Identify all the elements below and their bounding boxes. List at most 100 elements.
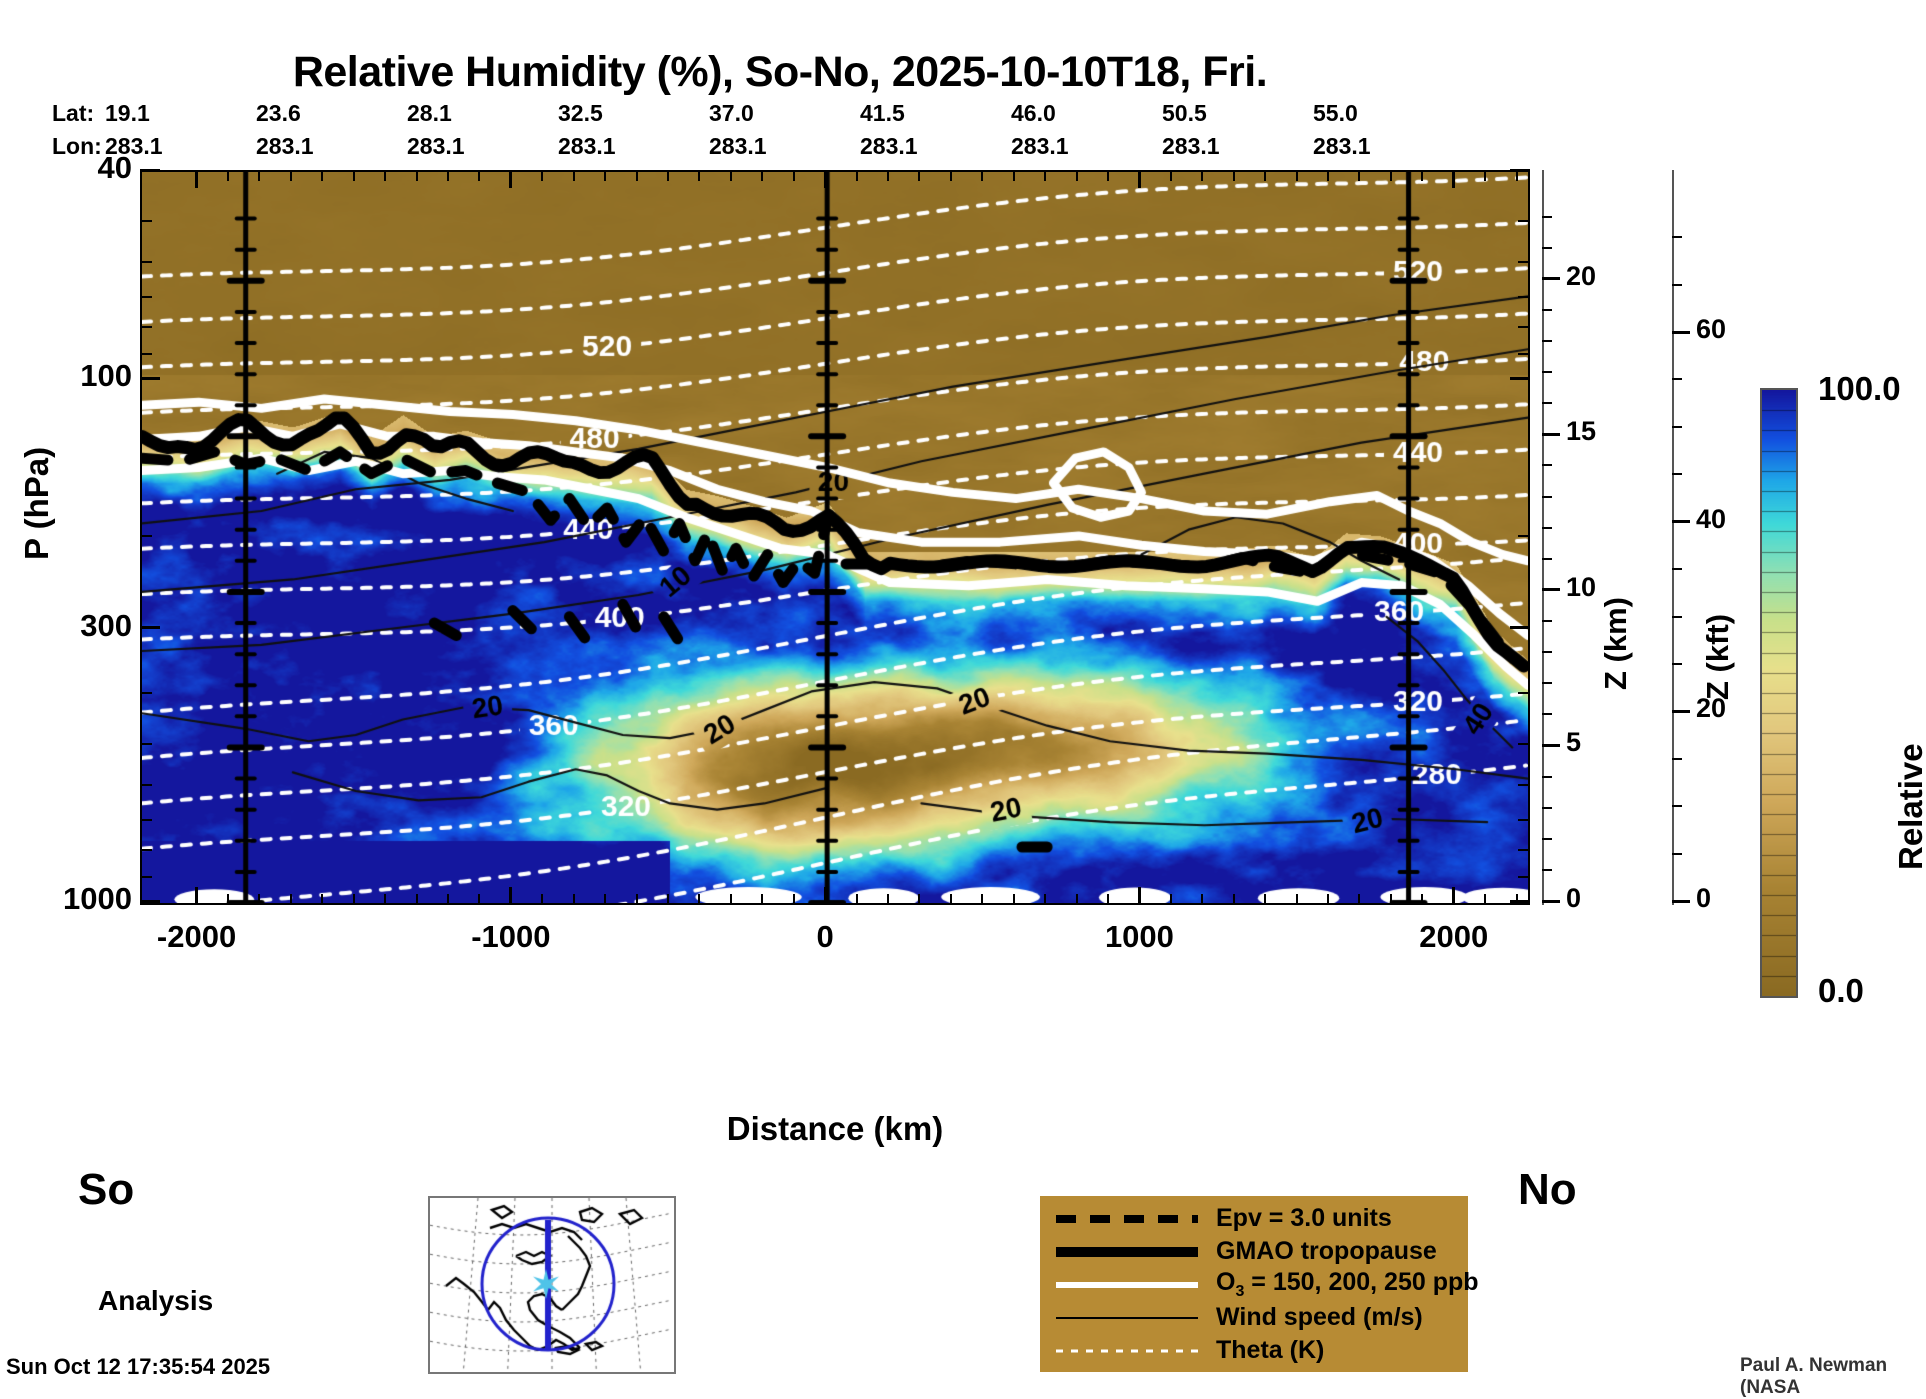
x-minor-tick xyxy=(604,894,606,905)
x-minor-tick-top xyxy=(1390,170,1392,181)
y-major-tick xyxy=(140,169,160,172)
lat-value: 32.5 xyxy=(558,100,603,127)
colorbar[interactable] xyxy=(1760,388,1798,998)
lon-value: 283.1 xyxy=(407,133,465,160)
x-minor-tick xyxy=(698,894,700,905)
z-kft-major-tick xyxy=(1672,520,1690,523)
x-minor-tick xyxy=(1076,894,1078,905)
x-axis-label: Distance (km) xyxy=(140,1110,1530,1148)
y-minor-tick xyxy=(140,261,152,263)
x-minor-tick xyxy=(1201,894,1203,905)
x-minor-tick-top xyxy=(1201,170,1203,181)
z-km-minor-tick xyxy=(1542,496,1552,498)
x-minor-tick-top xyxy=(1327,170,1329,181)
y-axis-label: P (hPa) xyxy=(18,447,56,560)
cross-section-plot[interactable] xyxy=(140,170,1530,905)
x-minor-tick-top xyxy=(667,170,669,181)
north-end-label: No xyxy=(1518,1165,1577,1215)
z-km-minor-tick xyxy=(1542,776,1552,778)
x-minor-tick-top xyxy=(1044,170,1046,181)
inset-locator-map[interactable] xyxy=(428,1196,676,1374)
legend-label-wind: Wind speed (m/s) xyxy=(1216,1303,1423,1332)
lat-value: 28.1 xyxy=(407,100,452,127)
lat-label: Lat: xyxy=(52,100,94,127)
lat-value: 23.6 xyxy=(256,100,301,127)
z-kft-minor-tick xyxy=(1672,236,1682,238)
x-minor-tick xyxy=(541,894,543,905)
z-km-minor-tick xyxy=(1542,713,1552,715)
x-minor-tick xyxy=(478,894,480,905)
z-km-minor-tick xyxy=(1542,558,1552,560)
z-kft-tick-label: 40 xyxy=(1696,504,1726,535)
z-kft-minor-tick xyxy=(1672,758,1682,760)
lat-value: 55.0 xyxy=(1313,100,1358,127)
x-minor-tick xyxy=(1516,894,1518,905)
y-minor-tick xyxy=(140,876,152,878)
y-tick-label: 40 xyxy=(48,150,132,186)
x-minor-tick-top xyxy=(227,170,229,181)
z-km-minor-tick xyxy=(1542,340,1552,342)
x-tick-label: 1000 xyxy=(1061,919,1217,955)
x-minor-tick-top xyxy=(384,170,386,181)
x-minor-tick-top xyxy=(1421,170,1423,181)
z-kft-minor-tick xyxy=(1672,378,1682,380)
lat-value: 50.5 xyxy=(1162,100,1207,127)
x-minor-tick-top xyxy=(950,170,952,181)
x-minor-tick-top xyxy=(447,170,449,181)
y-minor-tick-right xyxy=(1518,296,1530,298)
y-minor-tick xyxy=(140,743,152,745)
contour-overlays xyxy=(142,172,1528,903)
x-minor-tick-top xyxy=(541,170,543,181)
x-minor-tick-top xyxy=(698,170,700,181)
x-minor-tick xyxy=(1327,894,1329,905)
x-minor-tick xyxy=(416,894,418,905)
y-minor-tick xyxy=(140,849,152,851)
x-minor-tick xyxy=(1044,894,1046,905)
lon-value: 283.1 xyxy=(709,133,767,160)
x-minor-tick-top xyxy=(636,170,638,181)
x-minor-tick xyxy=(1233,894,1235,905)
z-kft-major-tick xyxy=(1672,900,1690,903)
z-kft-minor-tick xyxy=(1672,568,1682,570)
x-minor-tick xyxy=(227,894,229,905)
y-minor-tick-right xyxy=(1518,784,1530,786)
z-km-minor-tick xyxy=(1542,682,1552,684)
y-minor-tick xyxy=(140,692,152,694)
timestamp: Sun Oct 12 17:35:54 2025 xyxy=(6,1354,270,1380)
x-minor-tick-top xyxy=(1013,170,1015,181)
z-km-minor-tick xyxy=(1542,869,1552,871)
z-km-axis-label: Z (km) xyxy=(1598,597,1634,690)
y-minor-tick xyxy=(140,784,152,786)
y-minor-tick xyxy=(140,819,152,821)
x-minor-tick-top xyxy=(1484,170,1486,181)
z-kft-minor-tick xyxy=(1672,426,1682,428)
z-km-tick-label: 20 xyxy=(1566,261,1596,292)
inset-map-canvas xyxy=(430,1198,674,1372)
y-minor-tick-right xyxy=(1518,353,1530,355)
x-minor-tick xyxy=(950,894,952,905)
y-tick-label: 100 xyxy=(48,358,132,394)
x-minor-tick-top xyxy=(761,170,763,181)
z-km-tick-label: 10 xyxy=(1566,572,1596,603)
x-minor-tick xyxy=(1170,894,1172,905)
lat-value: 46.0 xyxy=(1011,100,1056,127)
z-km-minor-tick xyxy=(1542,464,1552,466)
z-km-minor-tick xyxy=(1542,527,1552,529)
legend-label-ozone: O3 = 150, 200, 250 ppb xyxy=(1216,1268,1479,1301)
y-tick-label: 300 xyxy=(48,608,132,644)
z-kft-major-tick xyxy=(1672,710,1690,713)
analysis-label: Analysis xyxy=(98,1285,213,1317)
ozone-rest: = 150, 200, 250 ppb xyxy=(1244,1268,1478,1296)
x-minor-tick-top xyxy=(1264,170,1266,181)
z-kft-axis-label: Z (kft) xyxy=(1700,614,1736,700)
lat-value: 37.0 xyxy=(709,100,754,127)
x-minor-tick xyxy=(447,894,449,905)
x-minor-tick-top xyxy=(856,170,858,181)
z-km-minor-tick xyxy=(1542,309,1552,311)
x-major-tick xyxy=(1138,887,1141,905)
z-kft-spine xyxy=(1672,170,1674,905)
x-minor-tick xyxy=(887,894,889,905)
x-tick-label: 0 xyxy=(747,919,903,955)
x-minor-tick-top xyxy=(1233,170,1235,181)
epv-line-swatch xyxy=(1052,1202,1202,1235)
